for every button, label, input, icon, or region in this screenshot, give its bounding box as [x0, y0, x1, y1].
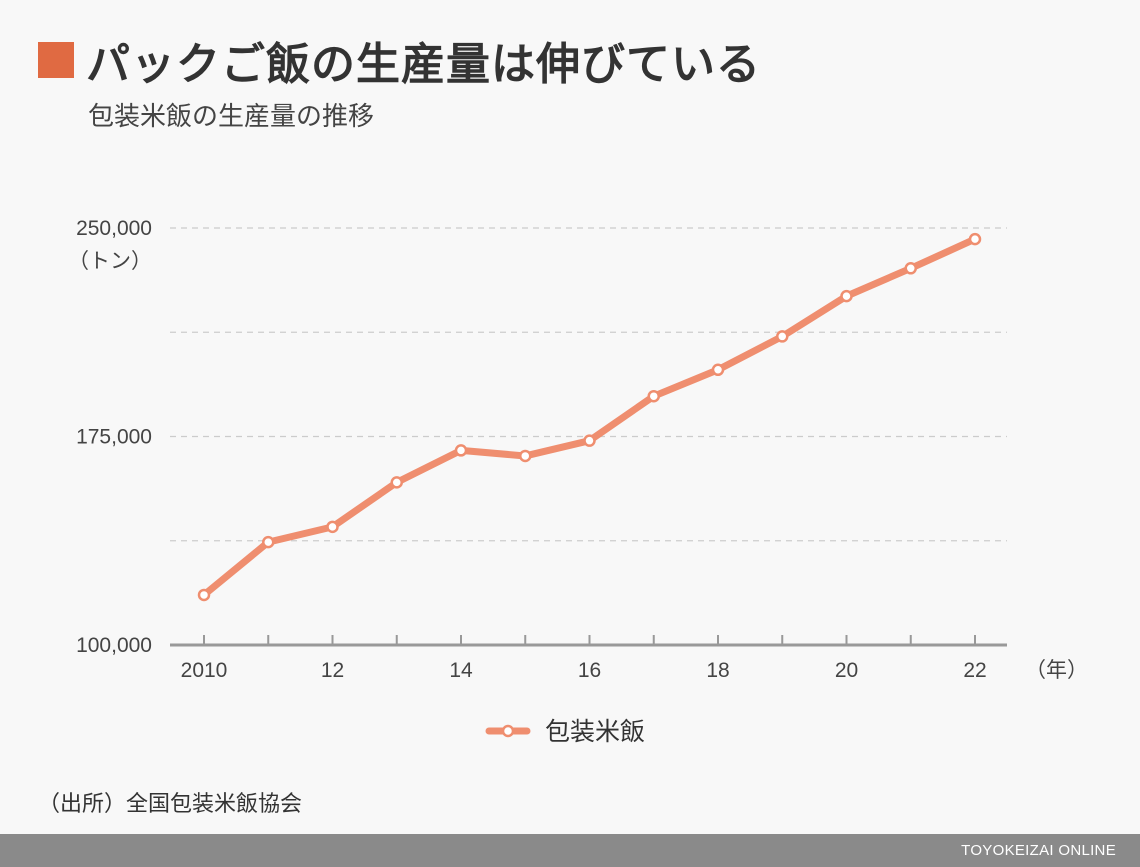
data-point [519, 449, 532, 463]
data-point [840, 289, 853, 303]
legend-label: 包装米飯 [545, 717, 645, 746]
axis-layer: 100,000 175,000 250,000 （トン） 2010 12 14 16 18 20 2… [68, 217, 1088, 682]
y-unit-label: （トン） [68, 250, 152, 273]
y-tick-label: 250,000 [76, 217, 152, 240]
data-point [711, 363, 725, 377]
data-point [904, 262, 917, 275]
y-tick-label: 175,000 [76, 426, 152, 449]
series-layer [197, 232, 982, 602]
title-row: パックご飯の生産量は伸びている [38, 30, 761, 90]
chart-subtitle: 包装米飯の生産量の推移 [88, 102, 375, 132]
footer-brand: TOYOKEIZAI ONLINE [961, 842, 1116, 859]
data-point [197, 588, 211, 602]
data-point [647, 389, 660, 403]
grid-layer [170, 227, 1007, 542]
data-point [390, 476, 403, 489]
series-line [200, 235, 979, 599]
data-point [583, 434, 596, 447]
x-tick-label: 12 [321, 659, 344, 682]
x-tick-label: 18 [706, 659, 729, 682]
x-tick-label: 2010 [181, 659, 228, 682]
footer-bar: TOYOKEIZAI ONLINE [0, 834, 1140, 867]
legend-layer: 包装米飯 [485, 717, 645, 746]
x-tick-label: 16 [578, 659, 601, 682]
data-point [262, 535, 275, 549]
data-point [776, 330, 789, 343]
x-unit-label: （年） [1025, 659, 1088, 682]
data-point [454, 444, 468, 457]
x-tick-label: 22 [963, 659, 986, 682]
source-note: （出所）全国包装米飯協会 [38, 792, 303, 817]
title-square-icon [38, 42, 74, 78]
y-tick-label: 100,000 [76, 634, 152, 657]
x-tick-label: 14 [449, 659, 473, 682]
x-tick-label: 20 [835, 659, 858, 682]
line-chart: 100,000 175,000 250,000 （トン） 2010 12 14 16 18 20 2… [68, 217, 1088, 746]
legend-marker [501, 724, 515, 738]
data-point [326, 520, 339, 534]
data-point [968, 232, 982, 246]
chart-title: パックご飯の生産量は伸びている [86, 39, 761, 90]
